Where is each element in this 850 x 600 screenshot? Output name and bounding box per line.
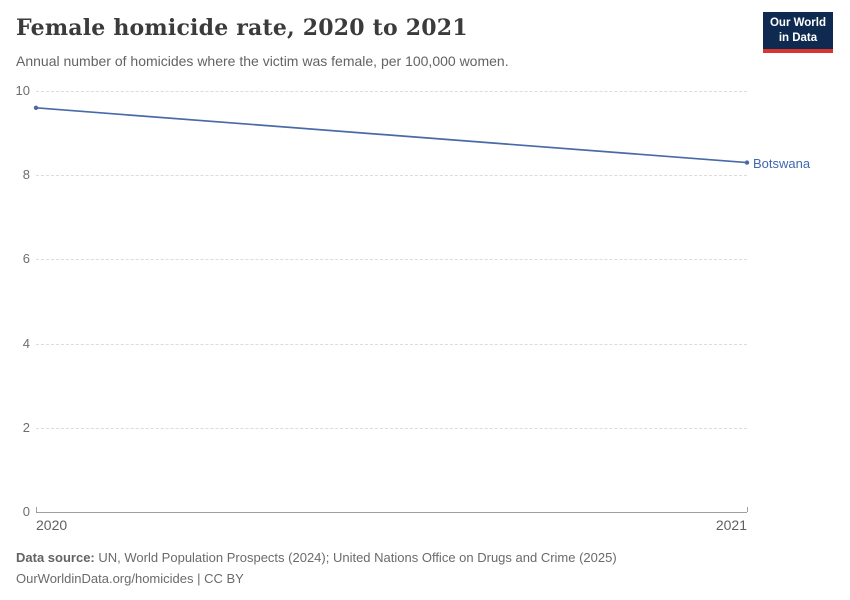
y-gridline (36, 91, 747, 92)
y-tick-label: 8 (22, 167, 30, 183)
series-line-botswana (35, 106, 748, 164)
page-title: Female homicide rate, 2020 to 2021 (16, 15, 468, 41)
data-point (744, 160, 750, 165)
x-tick-label: 2021 (715, 517, 747, 533)
y-gridline (36, 259, 747, 261)
axis-end-tick (36, 507, 37, 512)
data-source-label: Data source: (16, 550, 95, 565)
x-tick-label: 2020 (36, 517, 68, 533)
y-tick-label: 10 (15, 83, 30, 98)
license-line: OurWorldinData.org/homicides | CC BY (16, 571, 244, 586)
y-gridline (36, 175, 747, 177)
chart-subtitle: Annual number of homicides where the vic… (16, 53, 509, 69)
y-tick-label: 6 (22, 251, 30, 267)
x-axis-line (36, 512, 747, 513)
data-source-text: UN, World Population Prospects (2024); U… (94, 550, 617, 565)
owid-logo-line1: Our World (769, 17, 826, 29)
y-gridline (36, 343, 747, 345)
y-gridline (36, 427, 747, 429)
series-label-botswana: Botswana (753, 155, 811, 171)
chart-footer: Data source: UN, World Population Prospe… (16, 547, 617, 589)
y-tick-label: 2 (22, 419, 30, 435)
y-tick-label: 4 (22, 335, 30, 351)
owid-logo-line2: in Data (778, 31, 818, 44)
data-source-line: Data source: UN, World Population Prospe… (16, 547, 617, 568)
axis-end-tick (747, 507, 748, 512)
y-tick-label: 0 (22, 504, 30, 519)
data-point (33, 105, 39, 111)
owid-logo: Our World in Data (762, 12, 833, 53)
